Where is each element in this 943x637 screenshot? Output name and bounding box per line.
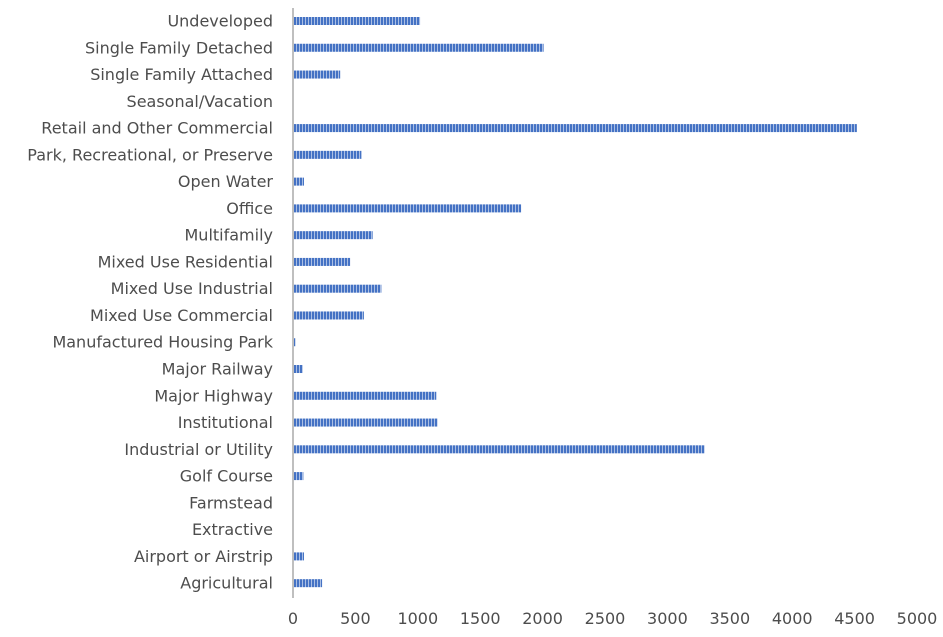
category-label: Undeveloped bbox=[167, 12, 273, 31]
category-label: Farmstead bbox=[189, 493, 273, 512]
x-tick-label: 4500 bbox=[834, 609, 875, 628]
category-label: Office bbox=[226, 199, 273, 218]
category-label: Park, Recreational, or Preserve bbox=[27, 145, 273, 164]
x-tick-label: 1000 bbox=[397, 609, 438, 628]
category-label: Seasonal/Vacation bbox=[127, 92, 273, 111]
bar bbox=[294, 150, 362, 159]
category-label: Retail and Other Commercial bbox=[41, 119, 273, 138]
category-label: Manufactured Housing Park bbox=[52, 333, 273, 352]
bar bbox=[294, 391, 437, 400]
category-label: Single Family Attached bbox=[90, 65, 273, 84]
bar bbox=[294, 579, 323, 588]
category-label: Major Railway bbox=[162, 360, 273, 379]
category-label: Airport or Airstrip bbox=[134, 547, 273, 566]
bar bbox=[294, 418, 438, 427]
category-label: Industrial or Utility bbox=[124, 440, 273, 459]
x-tick-label: 5000 bbox=[897, 609, 938, 628]
x-tick-label: 500 bbox=[340, 609, 371, 628]
x-tick-label: 2500 bbox=[585, 609, 626, 628]
bar bbox=[294, 552, 304, 561]
x-tick-label: 3000 bbox=[647, 609, 688, 628]
bars-layer bbox=[294, 17, 857, 588]
bar bbox=[294, 204, 522, 213]
category-label: Extractive bbox=[192, 520, 273, 539]
bar bbox=[294, 70, 341, 79]
x-tick-label: 2000 bbox=[522, 609, 563, 628]
category-label: Mixed Use Industrial bbox=[111, 279, 273, 298]
bar bbox=[294, 257, 351, 266]
category-label: Agricultural bbox=[180, 574, 273, 593]
category-label: Golf Course bbox=[180, 467, 273, 486]
category-label: Multifamily bbox=[185, 226, 274, 245]
bar bbox=[294, 311, 364, 320]
category-label: Mixed Use Residential bbox=[98, 252, 273, 271]
category-labels: Undeveloped Single Family Detached Single … bbox=[27, 12, 273, 593]
bar bbox=[294, 177, 304, 186]
category-label: Institutional bbox=[178, 413, 273, 432]
bar bbox=[294, 445, 705, 454]
x-tick-labels: 0 500 1000 1500 2000 2500 3000 3500 4000 4500 5000 bbox=[288, 609, 937, 628]
bar bbox=[294, 472, 304, 481]
bar bbox=[294, 338, 296, 347]
category-label: Mixed Use Commercial bbox=[90, 306, 273, 325]
bar bbox=[294, 43, 544, 52]
bar bbox=[294, 231, 373, 240]
category-label: Open Water bbox=[178, 172, 274, 191]
bar bbox=[294, 284, 382, 293]
bar bbox=[294, 124, 857, 133]
bar bbox=[294, 365, 303, 374]
category-label: Single Family Detached bbox=[85, 38, 273, 57]
x-tick-label: 0 bbox=[288, 609, 298, 628]
x-tick-label: 3500 bbox=[709, 609, 750, 628]
category-label: Major Highway bbox=[154, 386, 273, 405]
x-tick-label: 4000 bbox=[772, 609, 813, 628]
bar bbox=[294, 17, 421, 25]
x-tick-label: 1500 bbox=[460, 609, 501, 628]
